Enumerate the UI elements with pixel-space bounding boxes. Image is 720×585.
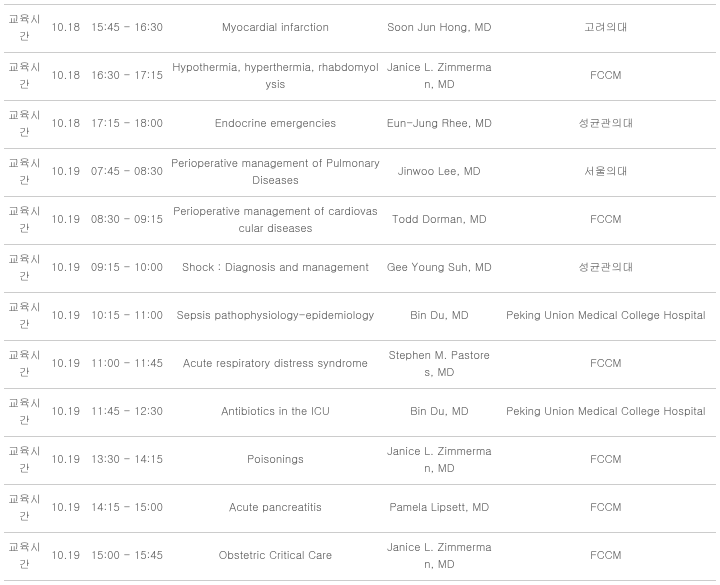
cell-speaker: Soon Jun Hong, MD <box>383 5 496 53</box>
cell-time: 08:30 - 09:15 <box>86 197 168 245</box>
table-row: 교육시간10.1908:30 - 09:15Perioperative mana… <box>4 197 716 245</box>
cell-date: 10.19 <box>45 485 86 533</box>
cell-topic: Endocrine emergencies <box>168 101 383 149</box>
table-row: 교육시간10.1909:15 - 10:00Shock : Diagnosis … <box>4 245 716 293</box>
cell-speaker: Todd Dorman, MD <box>383 197 496 245</box>
cell-topic: Acute respiratory distress syndrome <box>168 341 383 389</box>
table-row: 교육시간10.1915:00 - 15:45Obstetric Critical… <box>4 533 716 581</box>
cell-type: 교육시간 <box>4 197 45 245</box>
cell-date: 10.19 <box>45 389 86 437</box>
cell-speaker: Pamela Lipsett, MD <box>383 485 496 533</box>
cell-type: 교육시간 <box>4 245 45 293</box>
cell-affil: FCCM <box>496 485 716 533</box>
table-row: 교육시간10.1911:00 - 11:45Acute respiratory … <box>4 341 716 389</box>
table-row: 교육시간10.1914:15 - 15:00Acute pancreatitis… <box>4 485 716 533</box>
cell-topic: Perioperative management of Pulmonary Di… <box>168 149 383 197</box>
cell-speaker: Janice L. Zimmerman, MD <box>383 53 496 101</box>
cell-affil: 서울의대 <box>496 149 716 197</box>
cell-affil: FCCM <box>496 341 716 389</box>
cell-topic: Myocardial infarction <box>168 5 383 53</box>
cell-topic: Perioperative management of cardiovascul… <box>168 197 383 245</box>
cell-speaker: Bin Du, MD <box>383 293 496 341</box>
cell-time: 15:45 - 16:30 <box>86 5 168 53</box>
table-row: 교육시간10.1907:45 - 08:30Perioperative mana… <box>4 149 716 197</box>
cell-time: 13:30 - 14:15 <box>86 437 168 485</box>
cell-speaker: Eun-Jung Rhee, MD <box>383 101 496 149</box>
cell-speaker: Gee Young Suh, MD <box>383 245 496 293</box>
cell-topic: Obstetric Critical Care <box>168 533 383 581</box>
cell-time: 07:45 - 08:30 <box>86 149 168 197</box>
cell-type: 교육시간 <box>4 293 45 341</box>
cell-affil: FCCM <box>496 533 716 581</box>
cell-date: 10.18 <box>45 101 86 149</box>
cell-type: 교육시간 <box>4 53 45 101</box>
cell-topic: Hypothermia, hyperthermia, rhabdomyolysi… <box>168 53 383 101</box>
cell-date: 10.18 <box>45 53 86 101</box>
cell-type: 교육시간 <box>4 437 45 485</box>
cell-type: 교육시간 <box>4 149 45 197</box>
cell-date: 10.19 <box>45 341 86 389</box>
schedule-tbody: 교육시간10.1815:45 - 16:30Myocardial infarct… <box>4 5 716 581</box>
cell-time: 17:15 - 18:00 <box>86 101 168 149</box>
cell-speaker: Janice L. Zimmerman, MD <box>383 533 496 581</box>
cell-date: 10.19 <box>45 437 86 485</box>
cell-affil: 고려의대 <box>496 5 716 53</box>
cell-affil: 성균관의대 <box>496 245 716 293</box>
cell-time: 10:15 - 11:00 <box>86 293 168 341</box>
table-row: 교육시간10.1816:30 - 17:15Hypothermia, hyper… <box>4 53 716 101</box>
cell-time: 14:15 - 15:00 <box>86 485 168 533</box>
cell-speaker: Jinwoo Lee, MD <box>383 149 496 197</box>
cell-type: 교육시간 <box>4 341 45 389</box>
cell-type: 교육시간 <box>4 389 45 437</box>
cell-type: 교육시간 <box>4 533 45 581</box>
cell-affil: FCCM <box>496 53 716 101</box>
table-row: 교육시간10.1815:45 - 16:30Myocardial infarct… <box>4 5 716 53</box>
cell-affil: Peking Union Medical College Hospital <box>496 389 716 437</box>
table-row: 교육시간10.1910:15 - 11:00Sepsis pathophysio… <box>4 293 716 341</box>
cell-date: 10.19 <box>45 197 86 245</box>
cell-date: 10.18 <box>45 5 86 53</box>
cell-speaker: Stephen M. Pastores, MD <box>383 341 496 389</box>
cell-topic: Shock : Diagnosis and management <box>168 245 383 293</box>
cell-type: 교육시간 <box>4 5 45 53</box>
cell-date: 10.19 <box>45 149 86 197</box>
cell-type: 교육시간 <box>4 101 45 149</box>
cell-time: 11:00 - 11:45 <box>86 341 168 389</box>
cell-time: 09:15 - 10:00 <box>86 245 168 293</box>
table-row: 교육시간10.1817:15 - 18:00Endocrine emergenc… <box>4 101 716 149</box>
cell-date: 10.19 <box>45 533 86 581</box>
cell-topic: Acute pancreatitis <box>168 485 383 533</box>
cell-type: 교육시간 <box>4 485 45 533</box>
schedule-table: 교육시간10.1815:45 - 16:30Myocardial infarct… <box>4 4 716 581</box>
table-row: 교육시간10.1913:30 - 14:15PoisoningsJanice L… <box>4 437 716 485</box>
cell-date: 10.19 <box>45 293 86 341</box>
cell-topic: Antibiotics in the ICU <box>168 389 383 437</box>
cell-speaker: Janice L. Zimmerman, MD <box>383 437 496 485</box>
cell-speaker: Bin Du, MD <box>383 389 496 437</box>
cell-affil: FCCM <box>496 197 716 245</box>
cell-affil: FCCM <box>496 437 716 485</box>
cell-time: 15:00 - 15:45 <box>86 533 168 581</box>
cell-affil: 성균관의대 <box>496 101 716 149</box>
cell-topic: Sepsis pathophysiology-epidemiology <box>168 293 383 341</box>
cell-date: 10.19 <box>45 245 86 293</box>
cell-time: 11:45 - 12:30 <box>86 389 168 437</box>
cell-topic: Poisonings <box>168 437 383 485</box>
table-row: 교육시간10.1911:45 - 12:30Antibiotics in the… <box>4 389 716 437</box>
cell-time: 16:30 - 17:15 <box>86 53 168 101</box>
cell-affil: Peking Union Medical College Hospital <box>496 293 716 341</box>
